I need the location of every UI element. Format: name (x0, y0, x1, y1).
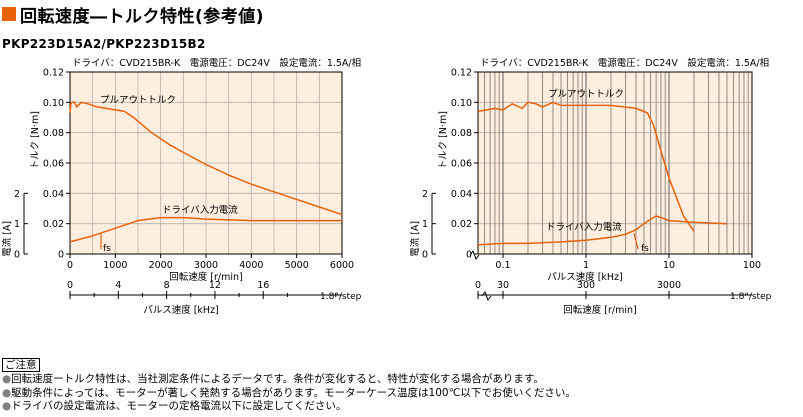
x2-tick-label: 300 (577, 280, 595, 291)
y-tick-label: 0.12 (43, 68, 64, 79)
current-tick-label: 1 (422, 219, 428, 230)
x2-tick-label: 8 (164, 280, 170, 291)
x-tick-label: 0.1 (495, 260, 510, 271)
x2-tick-label: 30 (497, 280, 509, 291)
series-pullout-torque (477, 101, 695, 232)
title-text: 回転速度―トルク特性(参考値) (20, 6, 265, 27)
y-tick-label: 0.06 (451, 159, 472, 170)
chart-linear: ドライバ：CVD215BR-K 電源電圧：DC24V 設定電流：1.5A/相00… (1, 57, 362, 316)
x-tick-label: 0 (67, 260, 73, 271)
y-tick-label: 0.10 (43, 98, 64, 109)
note-item: ●ドライバの設定電流は、モーターの定格電流以下に設定してください。 (2, 400, 576, 414)
y-tick-label: 0.04 (451, 189, 472, 200)
axis-break-icon (481, 290, 492, 302)
annotation-input-current: ドライバ入力電流 (162, 204, 238, 216)
axis-break-icon (469, 249, 480, 261)
series-input-current (69, 216, 342, 243)
x2-axis-label: 回転速度 [r/min] (563, 304, 636, 316)
annotation-fs: fs (641, 244, 649, 254)
x-tick-label: 1 (583, 260, 589, 271)
x2-axis-label: パルス速度 [kHz] (143, 304, 219, 316)
plot-frame (477, 71, 753, 255)
y-axis-label-torque: トルク [N·m] (30, 111, 41, 169)
driver-info: ドライバ：CVD215BR-K 電源電圧：DC24V 設定電流：1.5A/相 (72, 57, 361, 69)
chart-log: ドライバ：CVD215BR-K 電源電圧：DC24V 設定電流：1.5A/相 0 0… (409, 57, 772, 316)
y-tick-label: 0 (466, 250, 472, 261)
x-axis-label: 回転速度 [r/min] (169, 271, 242, 283)
note-text: 駆動条件によっては、モーターが著しく発熱する場合があります。モーターケース温度は… (11, 386, 576, 399)
current-tick-label: 2 (14, 189, 20, 200)
current-tick-label: 0 (422, 250, 428, 261)
x-tick-label: 3000 (194, 260, 218, 271)
charts-canvas: ドライバ：CVD215BR-K 電源電圧：DC24V 設定電流：1.5A/相00… (1, 57, 772, 316)
y-tick-label: 0.08 (43, 128, 64, 139)
x-tick-label: 10 (663, 260, 675, 271)
y-axis-label-current: 電流 [A] (409, 221, 421, 257)
x-tick-label: 6000 (330, 260, 354, 271)
current-tick-label: 1 (14, 219, 20, 230)
x-tick-label: 100 (743, 260, 761, 271)
y-tick-label: 0.02 (451, 219, 472, 230)
x2-tick-label: 4 (115, 280, 121, 291)
x2-suffix-label: 1.8°/step (320, 292, 362, 302)
fs-marker (633, 232, 639, 250)
x2-tick-label: 12 (209, 280, 221, 291)
y-tick-label: 0.04 (43, 189, 64, 200)
y-tick-label: 0.02 (43, 219, 64, 230)
x2-tick-label: 16 (257, 280, 269, 291)
model-name: PKP223D15A2/PKP223D15B2 (2, 37, 206, 51)
current-tick-label: 0 (14, 250, 20, 261)
note-item: ●回転速度ートルク特性は、当社測定条件によるデータです。条件が変化すると、特性が… (2, 373, 576, 387)
bullet-icon: ● (2, 386, 12, 399)
x2-tick-label: 0 (475, 280, 481, 291)
y-axis-label-torque: トルク [N·m] (438, 111, 449, 169)
note-text: ドライバの設定電流は、モーターの定格電流以下に設定してください。 (11, 400, 347, 412)
y-tick-label: 0.06 (43, 159, 64, 170)
bullet-icon: ● (2, 400, 12, 412)
y-tick-label: 0.08 (451, 128, 472, 139)
current-tick-label: 2 (422, 189, 428, 200)
annotation-input-current: ドライバ入力電流 (546, 221, 622, 233)
notes-section: ご注意 ●回転速度ートルク特性は、当社測定条件によるデータです。条件が変化すると… (2, 358, 576, 414)
x-tick-label: 5000 (285, 260, 309, 271)
annotation-pullout-torque: プルアウトトルク (548, 89, 624, 100)
page-title: 回転速度―トルク特性(参考値) (2, 3, 265, 27)
note-text: 回転速度ートルク特性は、当社測定条件によるデータです。条件が変化すると、特性が変… (11, 373, 544, 385)
y-tick-label: 0 (58, 250, 64, 261)
title-marker (2, 7, 16, 21)
x2-tick-label: 3000 (657, 280, 681, 291)
y-axis-label-current: 電流 [A] (1, 221, 13, 257)
x-tick-label: 4000 (239, 260, 263, 271)
driver-info: ドライバ：CVD215BR-K 電源電圧：DC24V 設定電流：1.5A/相 (480, 57, 769, 69)
notes-heading: ご注意 (2, 358, 40, 372)
x-tick-label: 2000 (149, 260, 173, 271)
note-item: ●駆動条件によっては、モーターが著しく発熱する場合があります。モーターケース温度… (2, 387, 576, 401)
x-axis-label: パルス速度 [kHz] (547, 271, 623, 283)
annotation-pullout-torque: プルアウトトルク (100, 95, 176, 106)
y-tick-label: 0.12 (451, 68, 472, 79)
x2-tick-label: 0 (67, 280, 73, 291)
series-pullout-torque (69, 101, 343, 216)
bullet-icon: ● (2, 373, 12, 385)
annotation-fs: fs (103, 244, 111, 254)
x-tick-label: 1000 (103, 260, 127, 271)
series-input-current (477, 215, 728, 246)
y-tick-label: 0.10 (451, 98, 472, 109)
x2-suffix-label: 1.8°/step (730, 292, 772, 302)
